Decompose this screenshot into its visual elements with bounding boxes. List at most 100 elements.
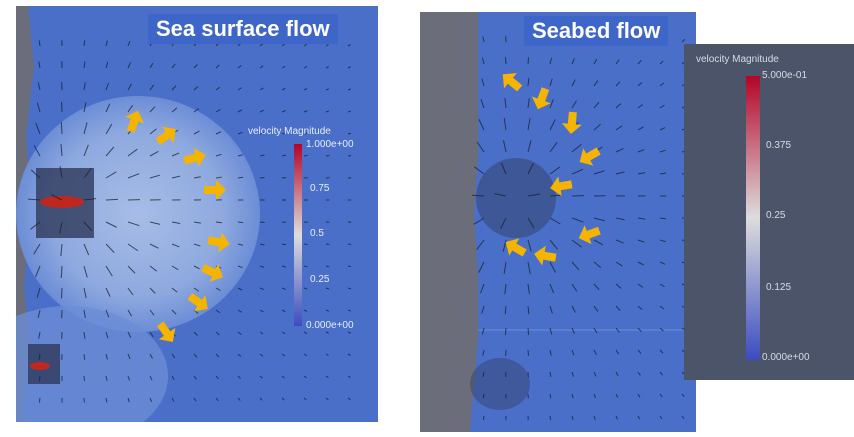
- surface-vector-180: [259, 243, 265, 246]
- seabed-vector-146: [659, 60, 664, 65]
- surface-vector-62: [105, 265, 113, 277]
- seabed-vector-81: [571, 217, 584, 223]
- surface-vector-165: [237, 287, 243, 291]
- surface-vector-249: [347, 265, 352, 268]
- legend-tick-left-0-25: 0.25: [310, 274, 330, 285]
- surface-vector-242: [347, 110, 352, 113]
- flow-arrow-left-2: [155, 126, 176, 146]
- seabed-vector-93: [593, 80, 599, 87]
- surface-vector-126: [193, 176, 201, 179]
- seabed-vector-180: [681, 415, 685, 419]
- seabed-vector-12: [480, 283, 485, 294]
- seabed-vector-159: [659, 349, 664, 354]
- seabed-vector-48: [527, 283, 530, 295]
- surface-vector-122: [193, 86, 199, 91]
- seabed-vector-40: [527, 98, 530, 109]
- surface-vector-217: [303, 309, 308, 312]
- surface-vector-100: [149, 353, 153, 359]
- surface-vector-88: [149, 84, 155, 91]
- surface-vector-155: [237, 65, 242, 69]
- seabed-vector-88: [571, 371, 574, 377]
- seabed-vector-86: [571, 327, 575, 335]
- surface-vector-153: [215, 397, 219, 402]
- surface-vector-57: [105, 146, 115, 157]
- surface-vector-99: [149, 331, 154, 338]
- seabed-vector-76: [571, 100, 577, 109]
- surface-vector-83: [127, 353, 131, 360]
- surface-vector-37: [83, 82, 86, 91]
- surface-vector-254: [347, 375, 351, 379]
- surface-vector-149: [215, 309, 221, 314]
- surface-vector-203: [281, 375, 285, 379]
- surface-vector-175: [259, 132, 265, 135]
- seabed-vector-161: [659, 393, 663, 398]
- seabed-vector-115: [615, 171, 625, 175]
- seabed-vector-6: [476, 141, 485, 153]
- surface-vector-90: [149, 128, 157, 135]
- colorbar-right: [746, 76, 760, 360]
- surface-vector-36: [83, 61, 86, 69]
- surface-vector-84: [127, 375, 131, 381]
- seabed-vector-90: [571, 415, 574, 420]
- surface-vector-244: [347, 154, 352, 157]
- legend-tick-right-max: 5.000e-01: [762, 70, 808, 81]
- seabed-vector-107: [593, 393, 597, 399]
- outlet-jet-upper: [40, 196, 84, 208]
- flow-arrow-right-3: [561, 111, 582, 134]
- surface-vector-105: [171, 85, 177, 91]
- surface-vector-225: [325, 110, 330, 113]
- surface-vector-174: [259, 109, 265, 113]
- surface-vector-53: [105, 61, 109, 69]
- surface-vector-15: [38, 353, 41, 360]
- surface-vector-11: [35, 265, 41, 278]
- legend-tick-left-min: 0.000e+00: [306, 320, 354, 331]
- surface-vector-92: [149, 174, 161, 179]
- surface-vector-102: [149, 397, 153, 403]
- seabed-vector-151: [659, 172, 667, 175]
- surface-vector-232: [325, 265, 330, 268]
- seabed-vector-101: [593, 261, 602, 269]
- seabed-vector-3: [481, 78, 485, 87]
- seabed-vector-100: [593, 239, 604, 246]
- seabed-vector-67: [549, 305, 553, 314]
- seabed-vector-97: [593, 170, 605, 175]
- legend-tick-left-0-5: 0.5: [310, 228, 324, 239]
- surface-vector-14: [38, 331, 41, 339]
- surface-vector-215: [303, 265, 308, 268]
- seabed-vector-66: [549, 283, 555, 294]
- surface-vector-8: [27, 198, 41, 201]
- seabed-vector-124: [615, 371, 619, 377]
- seabed-vector-154: [659, 239, 666, 243]
- surface-vector-152: [215, 375, 219, 380]
- seabed-flow-field: [420, 12, 696, 432]
- surface-vector-216: [303, 287, 308, 290]
- surface-vector-28: [60, 265, 63, 279]
- flow-arrow-right-8: [505, 238, 527, 257]
- seabed-vector-63: [549, 217, 561, 225]
- surface-vector-220: [303, 375, 307, 379]
- seabed-vector-24: [502, 140, 507, 153]
- seabed-vector-150: [659, 149, 666, 153]
- flow-arrow-right-5: [550, 176, 573, 197]
- surface-vector-104: [171, 63, 176, 69]
- surface-vector-200: [281, 309, 286, 313]
- seabed-vector-121: [615, 305, 621, 311]
- surface-vector-252: [347, 331, 351, 334]
- surface-vector-78: [127, 243, 139, 252]
- seabed-vector-114: [615, 148, 624, 153]
- surface-vector-223: [325, 66, 329, 69]
- seabed-vector-156: [659, 283, 665, 288]
- colorbar-legend-right: velocity Magnitude 5.000e-01 0.375 0.25 …: [684, 44, 854, 380]
- seabed-vector-16: [482, 371, 485, 378]
- seabed-vector-75: [571, 79, 576, 87]
- seabed-vector-89: [571, 393, 574, 399]
- outlet-jet-lower: [30, 362, 50, 370]
- seabed-vector-122: [615, 327, 620, 333]
- flow-arrow-left-7: [187, 292, 208, 312]
- surface-vector-241: [347, 88, 351, 91]
- surface-vector-167: [237, 331, 242, 335]
- seabed-vector-128: [637, 59, 642, 65]
- surface-vector-16: [38, 375, 41, 382]
- seabed-vector-135: [637, 217, 646, 220]
- seabed-vector-144: [637, 415, 641, 420]
